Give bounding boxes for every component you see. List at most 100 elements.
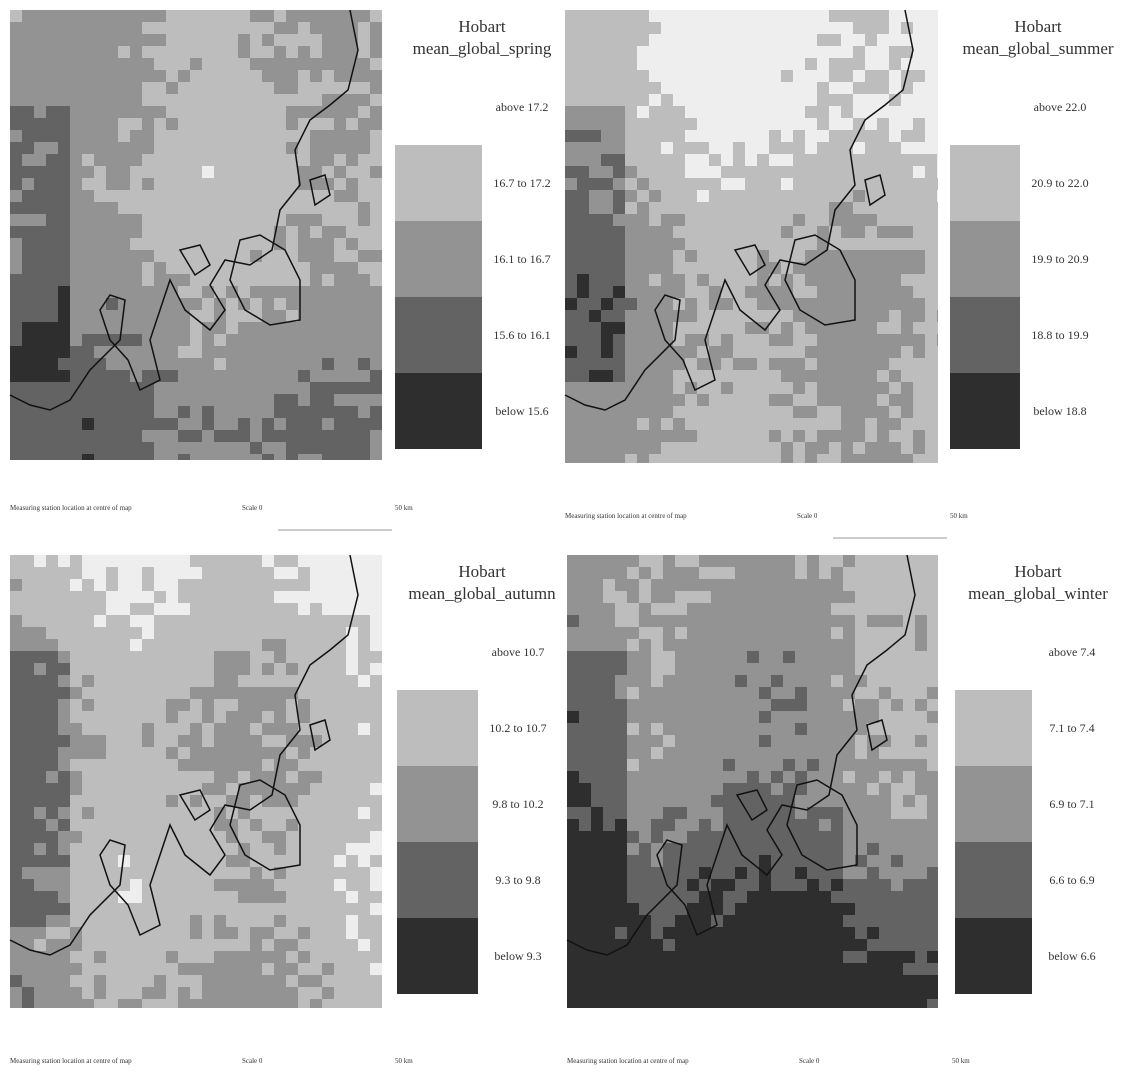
map-cell	[178, 567, 190, 579]
map-cell	[82, 855, 94, 867]
map-cell	[142, 310, 154, 322]
map-cell	[795, 915, 807, 927]
map-cell	[687, 603, 699, 615]
map-cell	[723, 939, 735, 951]
map-cell	[745, 178, 757, 190]
map-cell	[298, 879, 310, 891]
map-cell	[579, 675, 591, 687]
map-cell	[190, 322, 202, 334]
map-cell	[202, 70, 214, 82]
map-cell	[819, 831, 831, 843]
map-cell	[843, 615, 855, 627]
map-cell	[843, 675, 855, 687]
map-cell	[178, 22, 190, 34]
map-cell	[322, 310, 334, 322]
map-cell	[925, 70, 937, 82]
map-cell	[721, 262, 733, 274]
map-cell	[591, 615, 603, 627]
map-cell	[46, 675, 58, 687]
legend-swatch	[397, 766, 478, 842]
map-cell	[757, 106, 769, 118]
map-cell	[202, 975, 214, 987]
map-cell	[34, 603, 46, 615]
map-cell	[721, 358, 733, 370]
panel-title: Hobart	[458, 17, 505, 36]
map-cell	[867, 579, 879, 591]
map-cell	[10, 70, 22, 82]
map-cell	[579, 759, 591, 771]
map-cell	[709, 94, 721, 106]
map-cell	[937, 346, 938, 358]
map-cell	[877, 286, 889, 298]
map-cell	[613, 10, 625, 22]
map-cell	[118, 442, 130, 454]
map-cell	[663, 915, 675, 927]
map-cell	[793, 382, 805, 394]
map-cell	[178, 663, 190, 675]
map-cell	[94, 771, 106, 783]
map-cell	[178, 891, 190, 903]
map-cell	[747, 747, 759, 759]
map-cell	[697, 262, 709, 274]
map-cell	[58, 262, 70, 274]
map-cell	[865, 22, 877, 34]
map-cell	[214, 214, 226, 226]
map-cell	[166, 723, 178, 735]
map-cell	[130, 34, 142, 46]
map-cell	[154, 430, 166, 442]
map-cell	[901, 166, 913, 178]
map-cell	[166, 579, 178, 591]
map-cell	[310, 442, 322, 454]
map-cell	[567, 723, 579, 735]
map-cell	[190, 819, 202, 831]
map-cell	[274, 711, 286, 723]
map-cell	[34, 250, 46, 262]
map-cell	[34, 262, 46, 274]
map-cell	[310, 555, 322, 567]
map-cell	[579, 663, 591, 675]
map-cell	[841, 130, 853, 142]
map-cell	[334, 334, 346, 346]
map-cell	[735, 567, 747, 579]
map-cell	[771, 771, 783, 783]
map-cell	[805, 46, 817, 58]
map-cell	[615, 939, 627, 951]
map-cell	[310, 759, 322, 771]
map-cell	[889, 238, 901, 250]
map-cell	[358, 675, 370, 687]
map-cell	[649, 142, 661, 154]
map-cell	[10, 843, 22, 855]
map-cell	[286, 286, 298, 298]
map-cell	[250, 687, 262, 699]
map-cell	[178, 735, 190, 747]
map-cell	[238, 406, 250, 418]
map-cell	[639, 795, 651, 807]
map-cell	[937, 418, 938, 430]
map-cell	[603, 747, 615, 759]
map-cell	[783, 651, 795, 663]
map-cell	[877, 154, 889, 166]
map-cell	[867, 807, 879, 819]
map-cell	[709, 406, 721, 418]
map-cell	[927, 603, 938, 615]
map-cell	[286, 903, 298, 915]
map-cell	[370, 154, 382, 166]
map-cell	[675, 735, 687, 747]
map-cell	[603, 903, 615, 915]
map-cell	[591, 783, 603, 795]
map-cell	[709, 46, 721, 58]
page: Hobartmean_global_springabove 17.216.7 t…	[0, 0, 1134, 1074]
panel-subtitle: mean_global_summer	[962, 39, 1113, 58]
map-cell	[310, 310, 322, 322]
map-cell	[661, 454, 673, 463]
map-cell	[661, 130, 673, 142]
map-cell	[178, 430, 190, 442]
map-cell	[613, 94, 625, 106]
map-cell	[46, 999, 58, 1008]
map-cell	[10, 579, 22, 591]
map-cell	[651, 939, 663, 951]
map-cell	[118, 687, 130, 699]
map-cell	[829, 298, 841, 310]
map-cell	[46, 454, 58, 460]
map-cell	[298, 795, 310, 807]
